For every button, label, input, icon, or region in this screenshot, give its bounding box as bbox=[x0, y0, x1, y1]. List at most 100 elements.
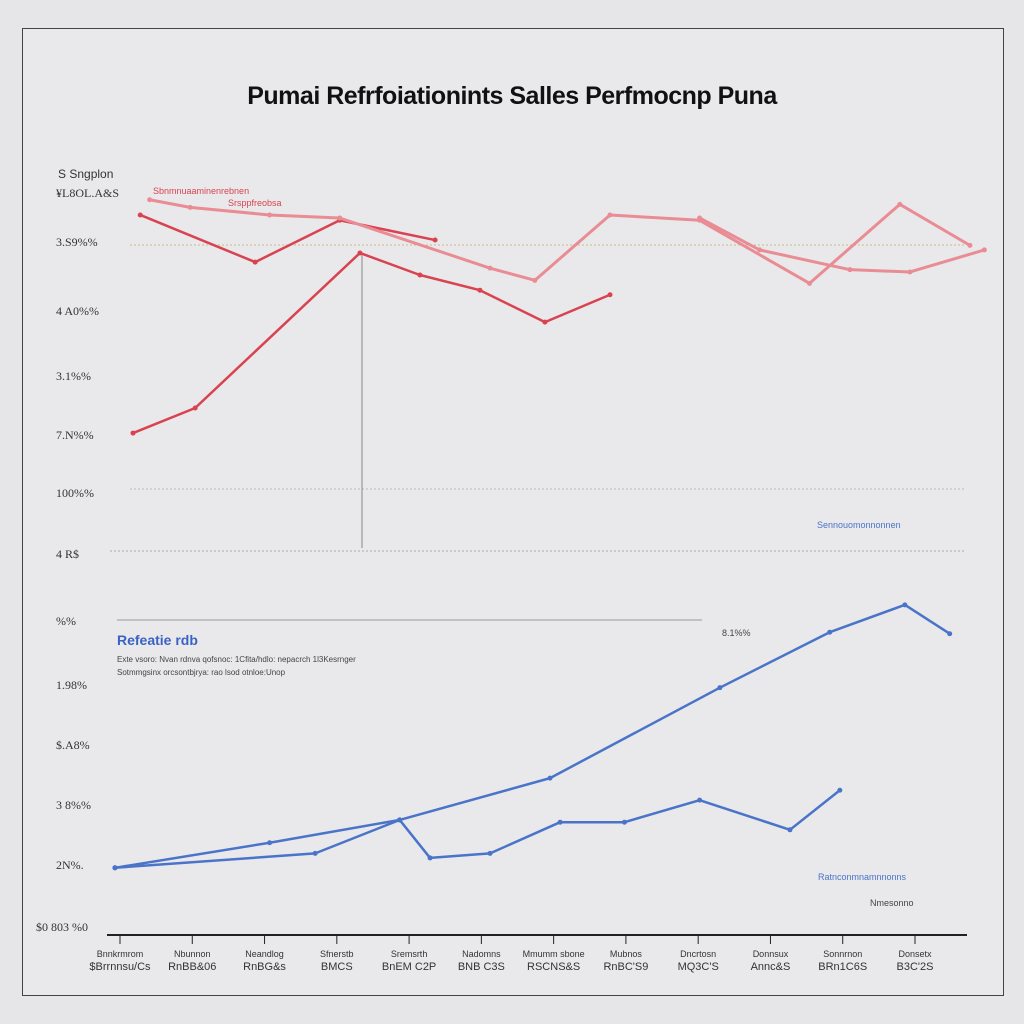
x-tick-label: Mmumm sbone RSCNS&S bbox=[514, 948, 594, 974]
x-tick-label-line: BRn1C6S bbox=[818, 961, 868, 973]
x-tick-label: Nadomns BNB C3S bbox=[441, 948, 521, 974]
data-point bbox=[432, 237, 438, 243]
data-point bbox=[697, 215, 703, 221]
annotation: Srsppfreobsa bbox=[228, 198, 282, 208]
data-point bbox=[757, 247, 763, 253]
series-line-red bbox=[139, 213, 436, 264]
annotation: Ratnconmnamnnonns bbox=[818, 872, 907, 882]
x-tick-label: Nbunnon RnBB&06 bbox=[152, 948, 232, 974]
data-point bbox=[130, 430, 136, 436]
data-point bbox=[187, 204, 193, 210]
y-tick-label: 7.N%% bbox=[56, 428, 94, 442]
data-point bbox=[557, 819, 563, 825]
data-point bbox=[487, 265, 493, 271]
series-line-red_light bbox=[149, 198, 971, 285]
x-tick-label-line: Nbunnon bbox=[173, 949, 211, 959]
x-tick-label: Donnsux Annc&S bbox=[730, 948, 810, 974]
y-tick-label: 3.S9%% bbox=[56, 235, 98, 249]
data-point bbox=[947, 631, 953, 637]
data-point bbox=[267, 840, 273, 846]
data-point bbox=[542, 319, 548, 325]
y-tick-label: 3.1%% bbox=[56, 369, 91, 383]
x-tick-label-line: RnBB&06 bbox=[168, 961, 217, 973]
x-tick-label: Sfnerstb BMCS bbox=[297, 948, 377, 974]
x-tick-label: Neandlog RnBG&s bbox=[225, 948, 305, 974]
data-point bbox=[907, 269, 913, 275]
x-tick-label-line: Mmumm sbone bbox=[522, 949, 585, 959]
x-tick-label-line: Mubnos bbox=[609, 949, 642, 959]
y-tick-label: 2N%. bbox=[56, 858, 84, 872]
data-point bbox=[967, 242, 973, 248]
x-tick-label: Mubnos RnBC'S9 bbox=[586, 948, 666, 974]
data-point bbox=[981, 247, 987, 253]
data-point bbox=[147, 197, 153, 203]
data-point bbox=[337, 215, 343, 221]
chart-frame bbox=[22, 28, 1004, 996]
x-tick-label: Donsetx B3C'2S bbox=[875, 948, 955, 974]
data-point bbox=[847, 267, 853, 273]
x-tick-label: Bnnkrmrom $Brrnnsu/Cs bbox=[80, 948, 160, 974]
annotation: 8.1%% bbox=[722, 628, 751, 638]
series-line-blue bbox=[114, 603, 951, 870]
x-tick-label: Sonnrnon BRn1C6S bbox=[803, 948, 883, 974]
y-tick-label: 100%% bbox=[56, 486, 94, 500]
x-tick-label-line: BMCS bbox=[320, 961, 353, 973]
x-tick-label-line: Annc&S bbox=[750, 961, 791, 973]
data-point bbox=[547, 775, 553, 781]
y-tick-label: 4 R$ bbox=[56, 547, 80, 561]
x-tick-label-line: BNB C3S bbox=[457, 961, 505, 973]
data-point bbox=[357, 250, 363, 256]
x-tick-label-line: Dncrtosn bbox=[680, 949, 717, 959]
data-point bbox=[267, 212, 273, 218]
x-tick-label-line: Bnnkrmrom bbox=[96, 949, 144, 959]
y-axis-title: S Sngplon bbox=[58, 167, 114, 181]
y-tick-label: ¥L8OL.A&S bbox=[56, 186, 119, 200]
data-point bbox=[252, 259, 258, 265]
data-point bbox=[397, 817, 403, 823]
x-tick-label-line: Nadomns bbox=[462, 949, 501, 959]
x-tick-label-line: RnBG&s bbox=[243, 961, 286, 973]
data-point bbox=[717, 685, 723, 691]
data-point bbox=[806, 280, 812, 286]
y-tick-label: $0 803 %0 bbox=[36, 920, 88, 934]
y-tick-label: 4 A0%% bbox=[56, 304, 99, 318]
data-point bbox=[607, 212, 613, 218]
data-point bbox=[312, 850, 318, 856]
x-tick-label: Sremsrth BnEM C2P bbox=[369, 948, 449, 974]
x-tick-label: Dncrtosn MQ3C'S bbox=[658, 948, 738, 974]
data-point bbox=[607, 292, 613, 298]
y-tick-label: 3 8%% bbox=[56, 798, 91, 812]
data-point bbox=[417, 272, 423, 278]
x-tick-label-line: Sonnrnon bbox=[823, 949, 863, 959]
x-tick-label-line: Donsetx bbox=[898, 949, 932, 959]
data-point bbox=[192, 405, 198, 411]
y-tick-label: %% bbox=[56, 614, 76, 628]
data-point bbox=[487, 850, 493, 856]
series-line-red bbox=[132, 251, 611, 435]
legend-line: Exte vsoro: Nvan rdnva qofsnoc: 1Cfita/h… bbox=[117, 655, 356, 664]
data-point bbox=[697, 797, 703, 803]
x-tick-label-line: Sfnerstb bbox=[320, 949, 354, 959]
legend-title: Refeatie rdb bbox=[117, 632, 198, 648]
data-point bbox=[827, 629, 833, 635]
data-point bbox=[837, 787, 843, 793]
data-point bbox=[477, 287, 483, 293]
annotation: Sbnmnuaaminenrebnen bbox=[153, 186, 250, 196]
data-point bbox=[427, 855, 433, 861]
legend-line: Sotmmgsinx orcsontbjrya: rao lsod otnloe… bbox=[117, 668, 286, 677]
x-tick-label-line: MQ3C'S bbox=[677, 961, 719, 973]
chart-title: Pumai Refrfoiationints Salles Perfmocnp … bbox=[247, 82, 777, 110]
data-point bbox=[897, 201, 903, 207]
y-tick-label: 1.98% bbox=[56, 678, 87, 692]
data-point bbox=[902, 602, 908, 608]
annotation: Nmesonno bbox=[870, 898, 914, 908]
x-tick-label-line: Neandlog bbox=[245, 949, 284, 959]
data-point bbox=[112, 865, 118, 871]
y-tick-label: $.A8% bbox=[56, 738, 90, 752]
data-point bbox=[137, 212, 143, 218]
x-tick-label-line: $Brrnnsu/Cs bbox=[89, 961, 151, 973]
data-point bbox=[621, 819, 627, 825]
x-tick-label-line: RnBC'S9 bbox=[603, 961, 649, 973]
x-tick-label-line: RSCNS&S bbox=[527, 961, 581, 973]
